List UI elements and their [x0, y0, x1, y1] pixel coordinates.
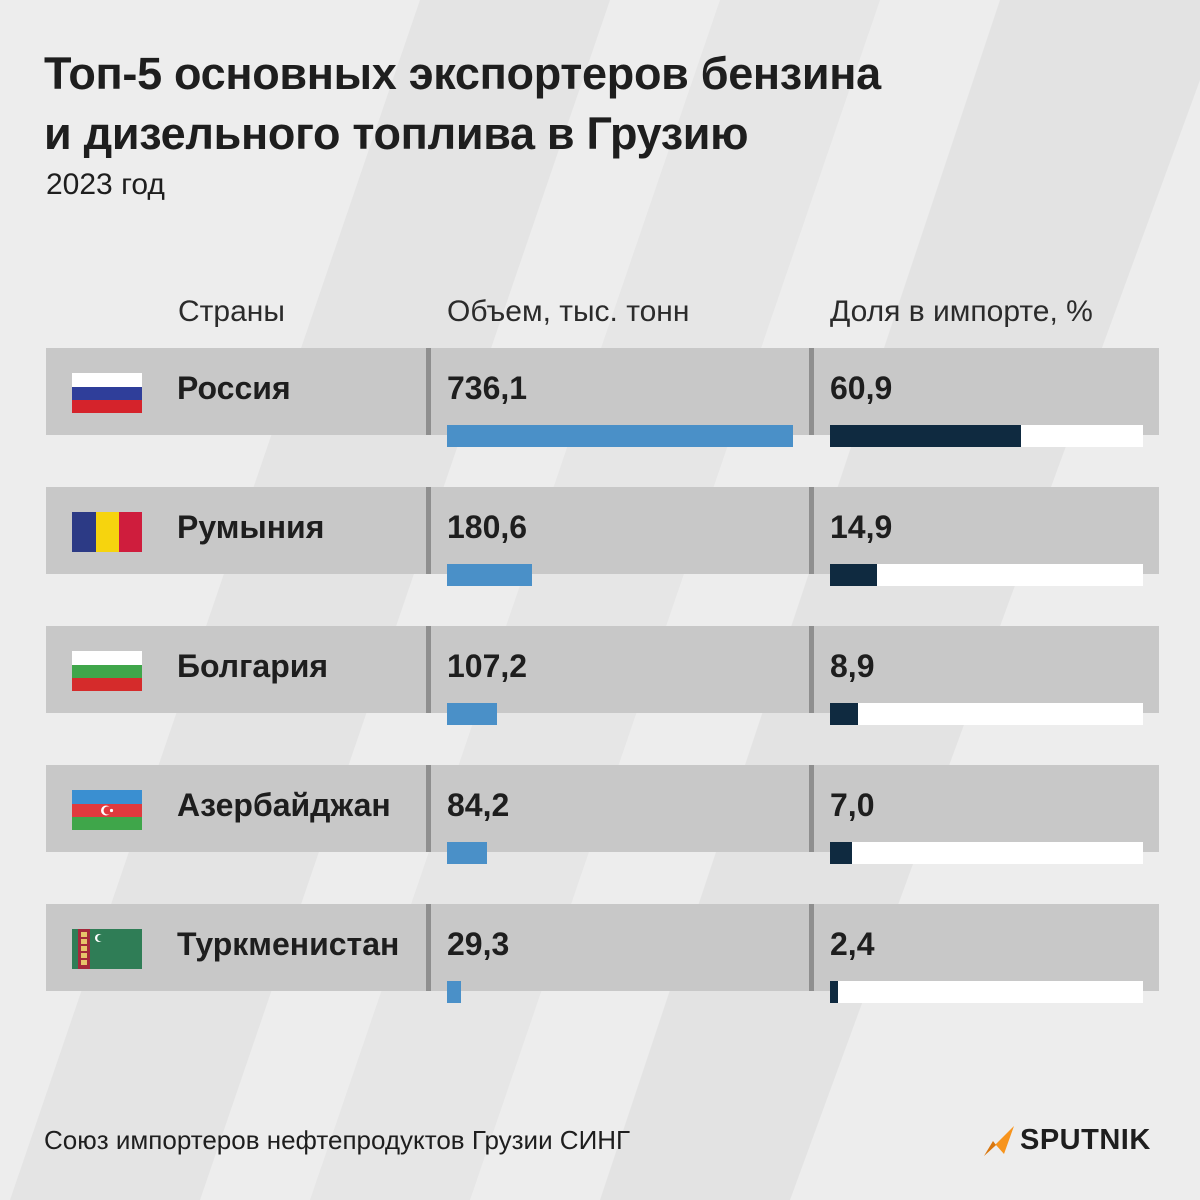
share-bar — [830, 981, 838, 1003]
country-label: Азербайджан — [177, 787, 391, 823]
share-bar-track — [830, 981, 1143, 1003]
sputnik-logo: SPUTNIK — [982, 1122, 1172, 1162]
volume-bar — [447, 842, 487, 864]
volume-value-label: 84,2 — [447, 787, 510, 823]
volume-value-label: 180,6 — [447, 509, 528, 545]
volume-value-label: 29,3 — [447, 926, 510, 962]
source-note: Союз импортеров нефтепродуктов Грузии СИ… — [44, 1125, 631, 1155]
share-bar — [830, 564, 877, 586]
column-separator — [426, 348, 431, 435]
chart-subtitle: 2023 год — [46, 168, 165, 201]
share-bar — [830, 703, 858, 725]
country-label: Болгария — [177, 648, 329, 684]
table-row: Азербайджан 84,2 7,0 — [0, 765, 1200, 885]
column-separator — [809, 765, 814, 852]
header-share: Доля в импорте, % — [830, 295, 1093, 328]
country-label: Туркменистан — [177, 926, 400, 962]
column-separator — [426, 904, 431, 991]
header-country: Страны — [178, 295, 285, 328]
flag-romania-icon — [72, 512, 142, 552]
table-row: Болгария 107,2 8,9 — [0, 626, 1200, 746]
flag-azerbaijan-icon — [72, 790, 142, 830]
share-bar — [830, 425, 1021, 447]
volume-value-label: 736,1 — [447, 370, 528, 406]
table-row: Туркменистан 29,3 2,4 — [0, 904, 1200, 1024]
share-bar — [830, 842, 852, 864]
country-label: Россия — [177, 370, 291, 406]
column-separator — [809, 626, 814, 713]
column-separator — [809, 904, 814, 991]
row-background — [46, 348, 1159, 435]
sputnik-arrow-icon — [984, 1126, 1014, 1156]
country-label: Румыния — [177, 509, 325, 545]
table-row: Россия 736,1 60,9 — [0, 348, 1200, 468]
flag-russia-icon — [72, 373, 142, 413]
column-separator — [426, 626, 431, 713]
column-separator — [426, 765, 431, 852]
title-line-2: и дизельного топлива в Грузию — [44, 108, 749, 159]
volume-bar — [447, 425, 793, 447]
row-background — [46, 626, 1159, 713]
volume-value-label: 107,2 — [447, 648, 528, 684]
share-value-label: 8,9 — [830, 648, 875, 684]
column-separator — [426, 487, 431, 574]
row-background — [46, 765, 1159, 852]
column-separator — [809, 487, 814, 574]
share-bar-track — [830, 425, 1143, 447]
flag-turkmenistan-icon — [72, 929, 142, 969]
share-bar-track — [830, 703, 1143, 725]
share-bar-track — [830, 842, 1143, 864]
share-value-label: 14,9 — [830, 509, 893, 545]
title-line-1: Топ-5 основных экспортеров бензина — [44, 48, 881, 99]
share-value-label: 7,0 — [830, 787, 875, 823]
volume-bar — [447, 564, 532, 586]
row-background — [46, 487, 1159, 574]
share-value-label: 2,4 — [830, 926, 875, 962]
chart-title: Топ-5 основных экспортеров бензина и диз… — [44, 44, 1144, 164]
share-value-label: 60,9 — [830, 370, 893, 406]
volume-bar — [447, 981, 461, 1003]
table-row: Румыния 180,6 14,9 — [0, 487, 1200, 607]
column-separator — [809, 348, 814, 435]
share-bar-track — [830, 564, 1143, 586]
row-background — [46, 904, 1159, 991]
volume-bar — [447, 703, 497, 725]
logo-text: SPUTNIK — [1020, 1124, 1151, 1156]
flag-bulgaria-icon — [72, 651, 142, 691]
header-volume: Объем, тыс. тонн — [447, 295, 690, 328]
